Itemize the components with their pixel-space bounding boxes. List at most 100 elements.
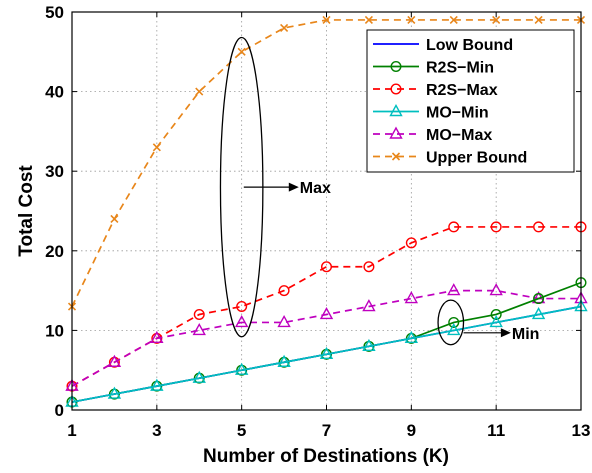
data-point-mo-min	[150, 378, 164, 391]
y-tick-label: 0	[55, 401, 64, 420]
data-point-mo-min	[362, 338, 376, 352]
legend-label-mo-max: MO−Max	[426, 127, 492, 144]
x-tick-label: 7	[322, 421, 331, 440]
annotation-label-max: Max	[300, 180, 331, 197]
legend-entry-upper-bound: Upper Bound	[373, 150, 527, 167]
legend-marker-mo-min	[389, 104, 403, 117]
x-marker-stroke	[152, 143, 161, 152]
legend-entry-low-bound: Low Bound	[373, 37, 513, 54]
data-point-upper-bound	[110, 214, 119, 224]
data-point-upper-bound	[364, 15, 373, 25]
data-point-r2s-max	[193, 308, 205, 320]
x-marker-stroke	[492, 15, 501, 25]
data-point-r2s-max	[405, 237, 417, 249]
legend-label-r2s-max: R2S−Max	[426, 82, 498, 99]
data-point-upper-bound	[237, 47, 246, 56]
data-point-r2s-min	[533, 293, 545, 305]
legend-label-upper-bound: Upper Bound	[426, 150, 527, 167]
data-point-upper-bound	[280, 23, 289, 32]
data-point-mo-max	[277, 314, 291, 328]
data-point-upper-bound	[449, 15, 458, 25]
data-point-mo-min	[447, 322, 461, 336]
data-point-mo-min	[192, 370, 206, 383]
data-point-mo-max	[192, 322, 206, 336]
x-marker-stroke	[407, 15, 416, 25]
series-lines	[65, 15, 588, 408]
data-point-r2s-max	[533, 221, 545, 233]
legend-marker-r2s-min	[390, 61, 402, 73]
annotation-label-min: Min	[512, 326, 540, 343]
data-point-mo-max	[447, 283, 461, 296]
data-point-mo-min	[531, 307, 546, 320]
data-point-mo-min	[319, 346, 334, 359]
x-marker-stroke	[391, 152, 401, 161]
data-point-mo-max	[489, 283, 503, 296]
series-mo-min	[65, 299, 588, 407]
legend-label-low-bound: Low Bound	[426, 37, 513, 54]
x-tick-label: 9	[407, 421, 416, 440]
data-point-mo-max	[319, 307, 334, 320]
x-marker-stroke	[449, 15, 458, 25]
legend-entry-mo-max: MO−Max	[373, 126, 492, 144]
data-point-mo-max	[404, 291, 419, 304]
data-point-mo-max	[362, 299, 376, 312]
x-tick-label: 13	[572, 421, 591, 440]
legend-label-mo-min: MO−Min	[426, 105, 489, 122]
data-point-mo-min	[489, 314, 503, 328]
series-line-mo-max	[71, 289, 581, 387]
data-point-mo-max	[150, 330, 164, 344]
data-point-mo-min	[234, 362, 249, 375]
legend-marker-r2s-max	[390, 83, 402, 95]
legend-entry-mo-min: MO−Min	[373, 104, 489, 122]
x-tick-label: 3	[152, 421, 161, 440]
data-point-r2s-max	[321, 261, 333, 273]
data-point-mo-min	[404, 330, 419, 344]
x-tick-label: 5	[237, 421, 246, 440]
y-tick-label: 20	[45, 242, 64, 261]
data-point-r2s-max	[278, 285, 290, 297]
y-tick-label: 10	[45, 321, 64, 340]
data-point-r2s-max	[363, 261, 375, 273]
annotation-ellipse-min	[437, 299, 465, 346]
legend-entry-r2s-max: R2S−Max	[373, 82, 498, 99]
legend-marker-upper-bound	[391, 152, 401, 161]
data-point-upper-bound	[492, 15, 501, 25]
x-marker-stroke	[322, 15, 331, 25]
y-tick-label: 30	[45, 162, 64, 181]
y-tick-label: 40	[45, 83, 64, 102]
data-point-mo-max	[234, 314, 249, 328]
annotation-arrowhead-min	[500, 328, 511, 338]
series-line-mo-min	[71, 305, 582, 403]
x-marker-stroke	[110, 214, 119, 224]
data-point-mo-min	[107, 386, 122, 399]
data-point-r2s-min	[490, 308, 502, 320]
x-tick-label: 11	[487, 421, 505, 440]
data-point-upper-bound	[534, 15, 543, 25]
series-upper-bound	[67, 15, 586, 311]
data-point-upper-bound	[407, 15, 416, 25]
legend-marker-mo-max	[389, 126, 403, 139]
y-axis-title: Total Cost	[16, 165, 37, 257]
legend-box	[366, 29, 575, 173]
data-point-mo-min	[277, 354, 291, 367]
x-marker-stroke	[534, 15, 543, 25]
x-tick-label: 1	[67, 421, 76, 440]
legend-entry-r2s-min: R2S−Min	[373, 60, 494, 77]
data-point-r2s-max	[448, 221, 460, 233]
x-marker-stroke	[195, 87, 204, 96]
x-marker-stroke	[280, 23, 289, 32]
legend: Low Bound R2S−Min R2S−Max MO−Min MO−Max Upper…	[366, 29, 575, 173]
x-marker-stroke	[237, 47, 246, 56]
data-point-upper-bound	[322, 15, 331, 25]
data-point-upper-bound	[152, 143, 161, 152]
x-axis-title: Number of Destinations (K)	[203, 446, 449, 467]
annotation-arrowhead-max	[288, 182, 299, 192]
y-tick-label: 50	[45, 3, 64, 22]
data-point-mo-max	[107, 354, 122, 367]
legend-label-r2s-min: R2S−Min	[426, 60, 494, 77]
data-point-upper-bound	[195, 87, 204, 96]
x-marker-stroke	[364, 15, 373, 25]
annotations: Max Min	[219, 36, 540, 346]
